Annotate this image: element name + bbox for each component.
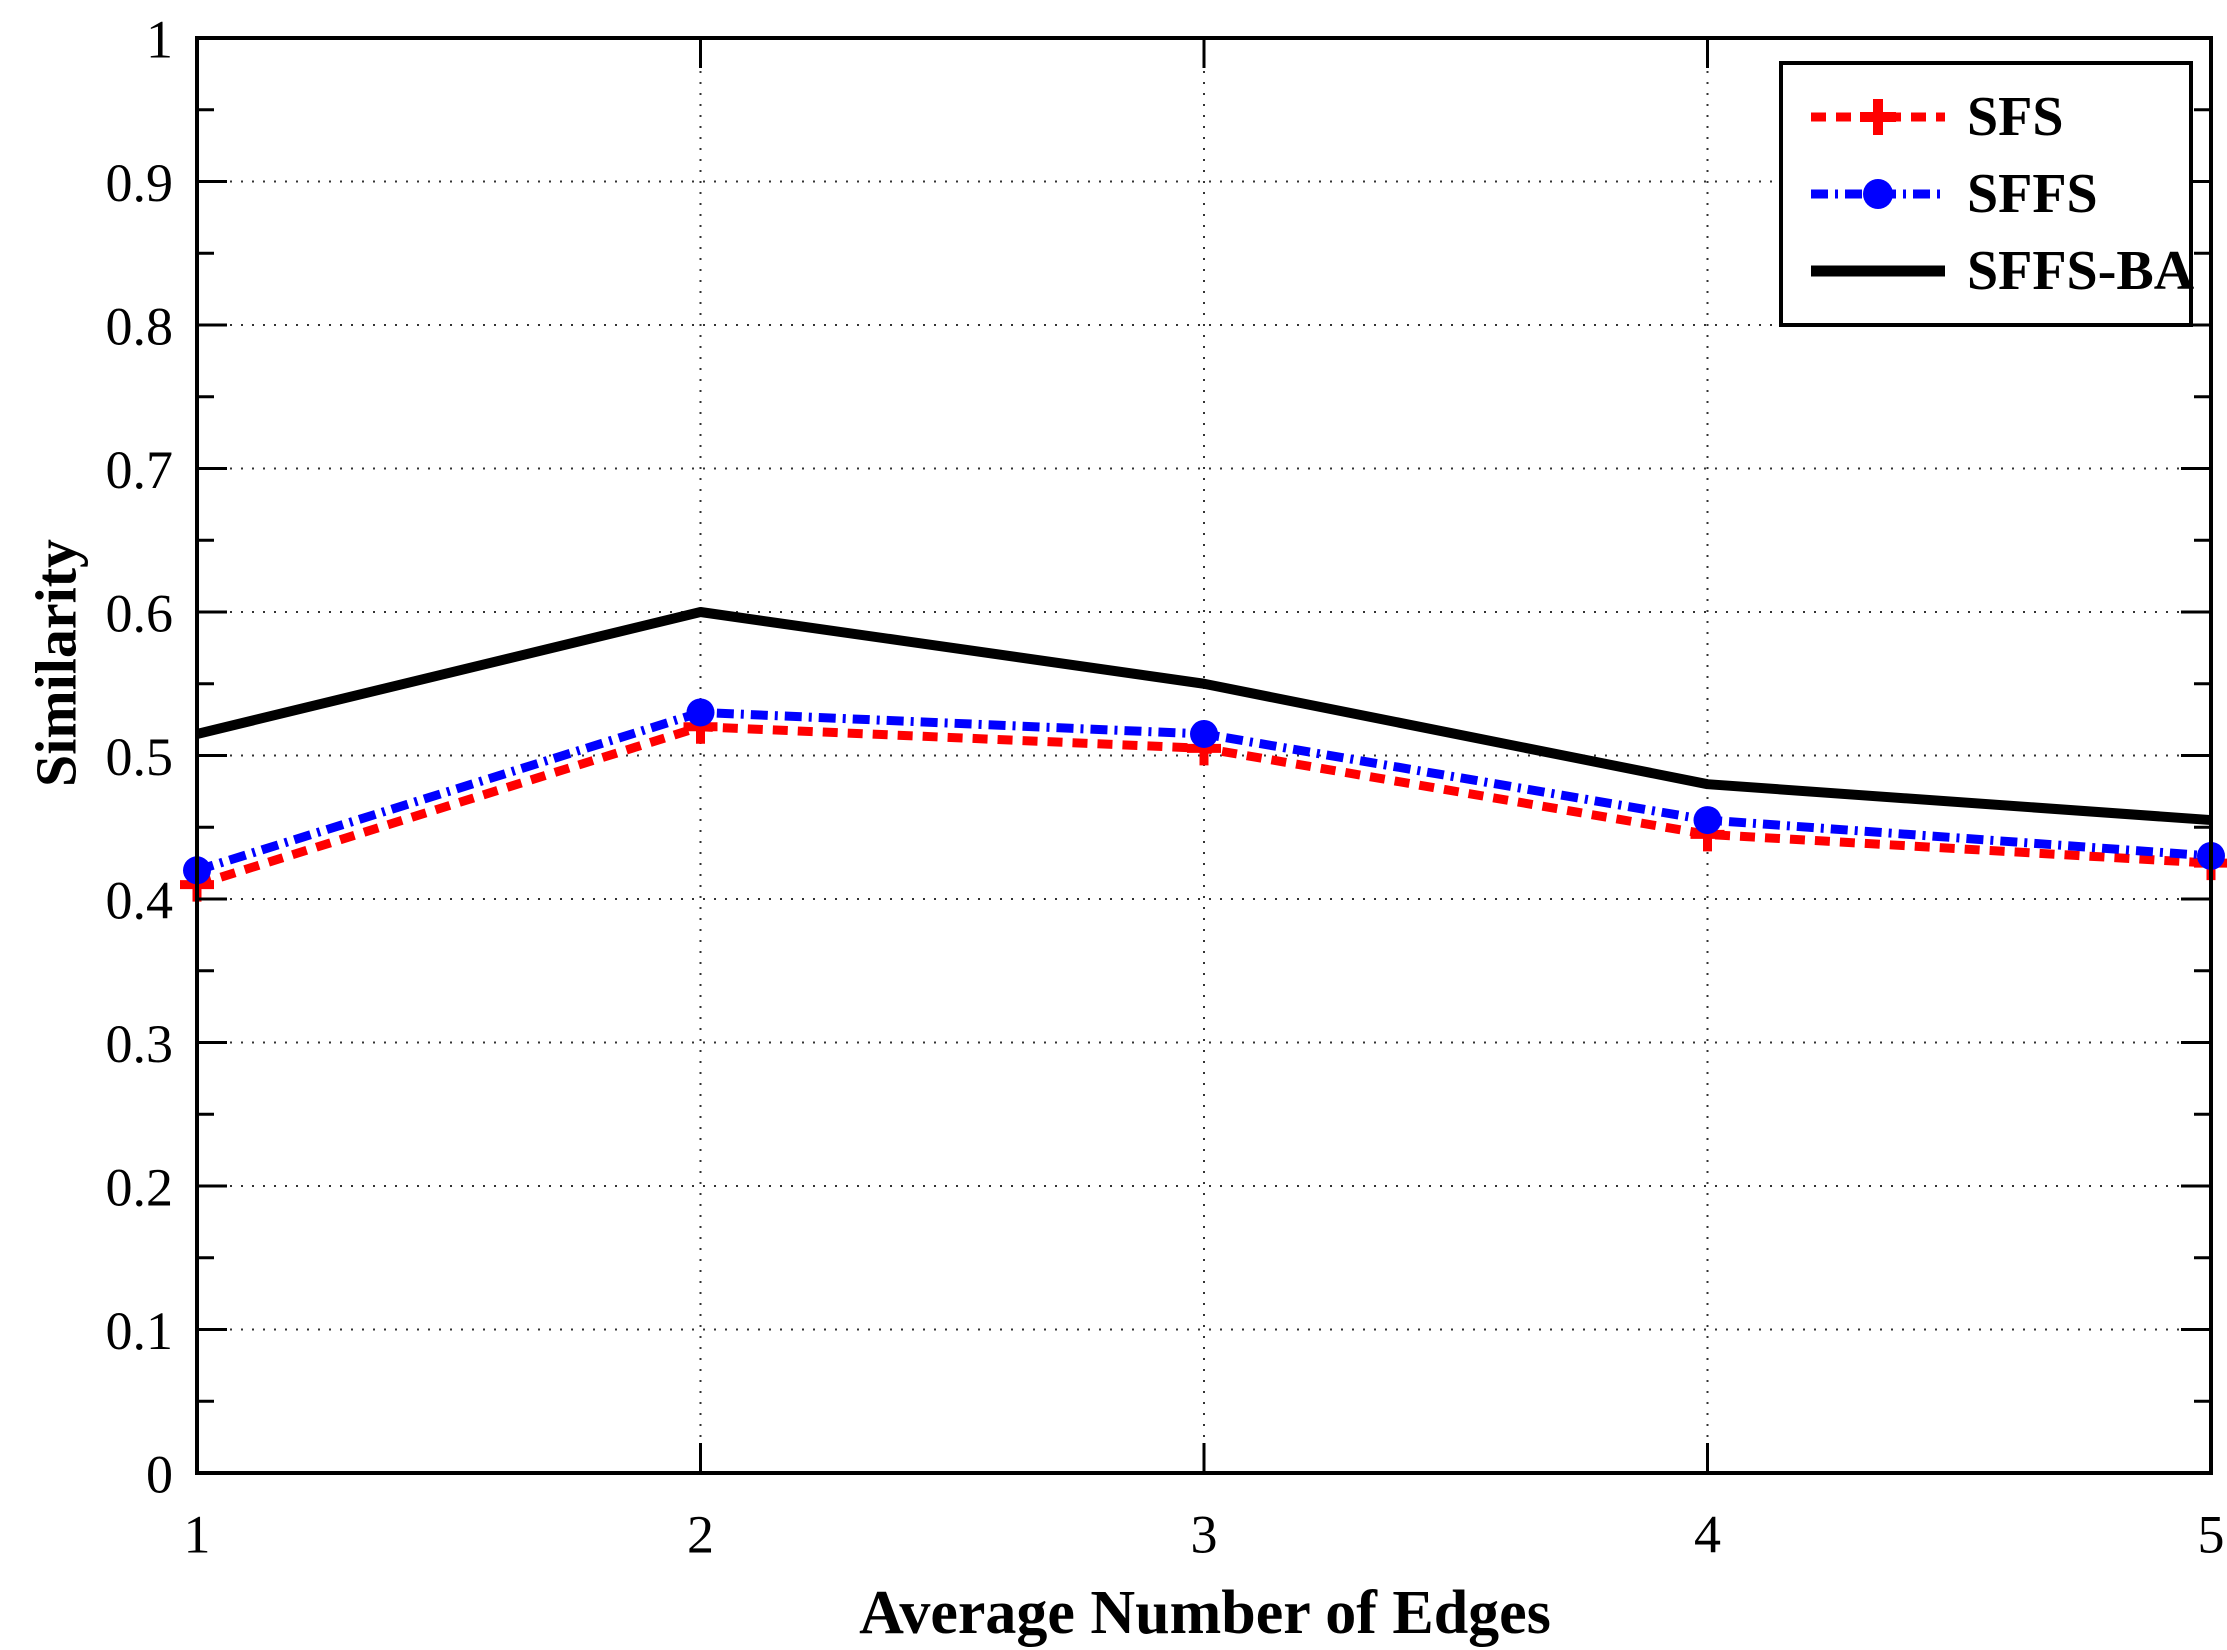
y-tick-label: 0: [146, 1444, 173, 1504]
x-tick-label: 4: [1694, 1504, 1721, 1564]
series-line-sffs-ba: [195, 607, 2212, 826]
x-axis-title: Average Number of Edges: [859, 1579, 1551, 1647]
y-tick-label: 0.2: [106, 1157, 174, 1217]
y-tick-label: 1: [146, 9, 173, 69]
x-tick-label: 5: [2198, 1504, 2225, 1564]
legend-circle-marker: [1863, 179, 1893, 209]
x-tick-label: 2: [687, 1504, 714, 1564]
y-tick-label: 0.6: [106, 583, 174, 643]
y-axis-title: Similarity: [23, 538, 89, 788]
legend-item-sfs: SFS: [1809, 85, 2179, 149]
circle-marker: [1190, 719, 1218, 748]
y-tick-label: 0.4: [106, 870, 174, 930]
y-tick-label: 0.3: [106, 1014, 174, 1074]
sffs-line-sample-icon: [1811, 179, 1945, 209]
x-tick-label: 1: [184, 1504, 211, 1564]
circle-marker: [686, 698, 715, 727]
legend: SFS SFFS SFFS-BA: [1779, 61, 2194, 327]
sfs-line-sample-icon: [1811, 99, 1945, 135]
legend-item-sffs-ba: SFFS-BA: [1809, 239, 2194, 303]
y-tick-label: 0.1: [106, 1301, 174, 1361]
legend-label-sffs: SFFS: [1967, 163, 2098, 225]
legend-label-sfs: SFS: [1967, 86, 2064, 148]
axis-ticks: [195, 36, 2213, 1475]
tick-labels: 0 0.1 0.2 0.3 0.4 0.5 0.6 0.7 0.8 0.9 1 1 2 3 4 5: [106, 9, 2225, 1564]
sffs-ba-line-sample-icon: [1811, 265, 1945, 277]
legend-plus-marker: [1860, 99, 1896, 135]
circle-marker: [1693, 806, 1722, 835]
x-tick-label: 3: [1191, 1504, 1218, 1564]
y-tick-label: 0.7: [106, 440, 174, 500]
y-tick-label: 0.9: [106, 153, 174, 213]
y-tick-label: 0.8: [106, 296, 174, 356]
legend-item-sffs: SFFS: [1809, 162, 2179, 226]
y-tick-label: 0.5: [106, 727, 174, 787]
legend-label-sffs-ba: SFFS-BA: [1967, 240, 2195, 302]
